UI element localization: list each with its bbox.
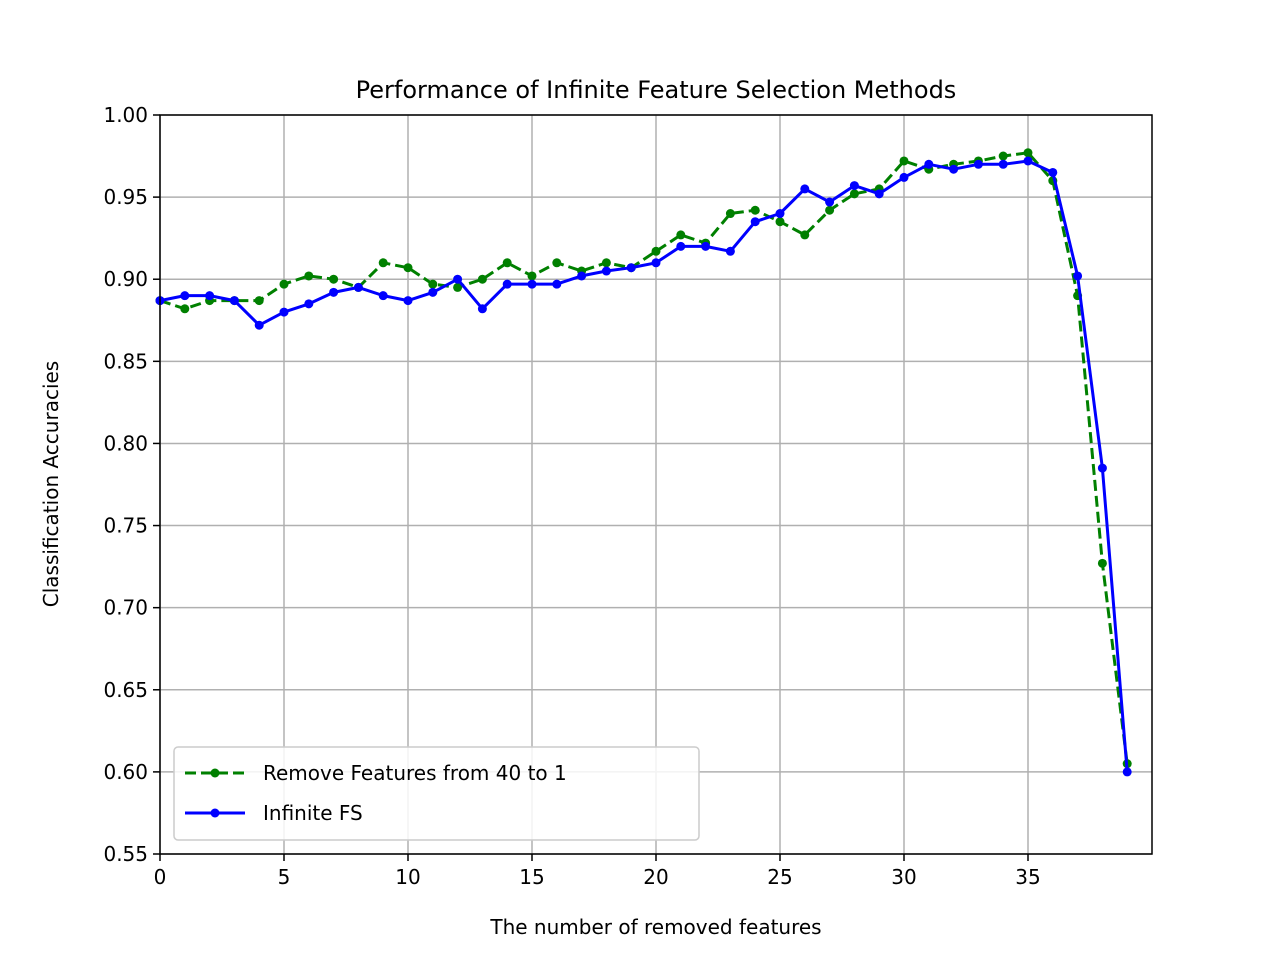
series-2 — [155, 156, 1132, 777]
data-point — [428, 287, 438, 297]
data-point — [800, 230, 810, 240]
data-point — [329, 274, 339, 284]
x-axis: 0 5 10 15 20 25 30 35 — [154, 854, 1041, 889]
data-point — [527, 279, 537, 289]
data-point — [552, 279, 562, 289]
y-axis-title: Classification Accuracies — [39, 361, 63, 607]
data-point — [775, 217, 785, 227]
data-point — [527, 271, 537, 281]
data-point — [502, 258, 512, 268]
data-point — [229, 296, 239, 306]
y-tick-label: 0.90 — [103, 267, 148, 291]
x-tick-label: 0 — [154, 865, 167, 889]
data-point — [676, 241, 686, 251]
data-point — [601, 258, 611, 268]
data-point — [279, 307, 289, 317]
data-point — [899, 156, 909, 166]
data-point — [1073, 271, 1083, 281]
data-point — [552, 258, 562, 268]
data-point — [676, 230, 686, 240]
data-point — [1097, 463, 1107, 473]
x-tick-label: 25 — [767, 865, 792, 889]
legend-label: Infinite FS — [263, 801, 363, 825]
data-point — [899, 172, 909, 182]
legend: Remove Features from 40 to 1 Infinite FS — [173, 746, 700, 841]
data-point — [651, 258, 661, 268]
data-point — [998, 159, 1008, 169]
x-tick-label: 10 — [395, 865, 420, 889]
data-point — [601, 266, 611, 276]
data-point — [477, 304, 487, 314]
data-point — [849, 181, 859, 191]
y-tick-label: 0.95 — [103, 185, 148, 209]
data-point — [949, 164, 959, 174]
x-tick-label: 5 — [278, 865, 291, 889]
data-point — [1048, 167, 1058, 177]
chart-title: Performance of Infinite Feature Selectio… — [356, 76, 957, 104]
data-point — [1122, 767, 1132, 777]
data-point — [304, 299, 314, 309]
data-point — [353, 282, 363, 292]
y-tick-label: 0.65 — [103, 678, 148, 702]
data-point — [577, 271, 587, 281]
data-point — [973, 159, 983, 169]
data-point — [626, 263, 636, 273]
data-point — [750, 217, 760, 227]
data-point — [998, 151, 1008, 161]
x-axis-title: The number of removed features — [489, 915, 821, 939]
y-tick-label: 0.85 — [103, 349, 148, 373]
data-point — [725, 209, 735, 219]
data-point — [849, 189, 859, 199]
legend-label: Remove Features from 40 to 1 — [263, 761, 567, 785]
series-group — [155, 148, 1132, 777]
data-point — [874, 189, 884, 199]
data-point — [453, 282, 463, 292]
x-tick-label: 20 — [643, 865, 668, 889]
y-tick-label: 0.70 — [103, 596, 148, 620]
data-point — [304, 271, 314, 281]
data-point — [428, 279, 438, 289]
data-point — [1023, 156, 1033, 166]
data-point — [378, 258, 388, 268]
y-axis: 0.55 0.60 0.65 0.70 0.75 0.80 0.85 0.90 0.95 1.00 — [103, 103, 160, 866]
data-point — [205, 291, 215, 301]
y-tick-label: 0.55 — [103, 842, 148, 866]
data-point — [750, 205, 760, 215]
data-point — [477, 274, 487, 284]
x-tick-label: 35 — [1015, 865, 1040, 889]
series-line — [159, 151, 1129, 764]
data-point — [254, 296, 264, 306]
data-point — [1023, 148, 1033, 158]
x-tick-label: 30 — [891, 865, 916, 889]
data-point — [180, 304, 190, 314]
data-point — [378, 291, 388, 301]
data-point — [502, 279, 512, 289]
data-point — [701, 241, 711, 251]
data-point — [775, 209, 785, 219]
data-point — [403, 296, 413, 306]
data-point — [453, 274, 463, 284]
y-tick-label: 0.80 — [103, 431, 148, 455]
y-tick-label: 1.00 — [103, 103, 148, 127]
data-point — [254, 320, 264, 330]
legend-box — [173, 746, 700, 841]
data-point — [651, 246, 661, 256]
series-line — [159, 159, 1129, 773]
data-point — [329, 287, 339, 297]
data-point — [725, 246, 735, 256]
data-point — [800, 184, 810, 194]
data-point — [825, 197, 835, 207]
data-point — [825, 205, 835, 215]
data-point — [279, 279, 289, 289]
data-point — [403, 263, 413, 273]
legend-swatch-marker — [210, 808, 220, 818]
y-tick-label: 0.75 — [103, 514, 148, 538]
y-tick-label: 0.60 — [103, 760, 148, 784]
data-point — [1097, 558, 1107, 568]
x-tick-label: 15 — [519, 865, 544, 889]
data-point — [924, 159, 934, 169]
legend-swatch-marker — [210, 768, 220, 778]
data-point — [180, 291, 190, 301]
